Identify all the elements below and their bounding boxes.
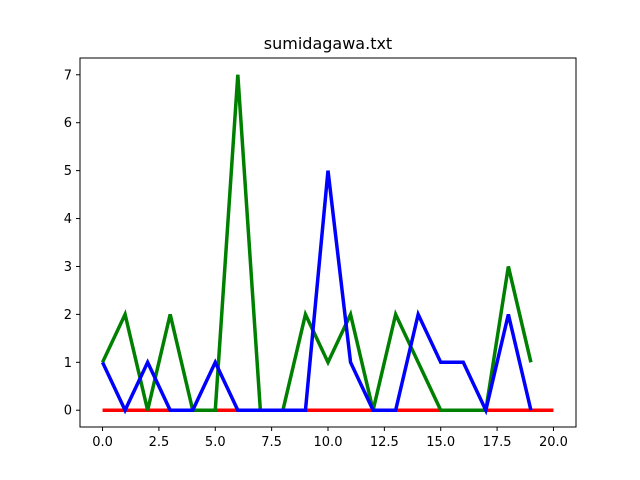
y-tick-label: 3	[64, 260, 72, 275]
x-tick-label: 5.0	[205, 435, 226, 450]
y-tick-label: 1	[64, 356, 72, 371]
y-tick-label: 5	[64, 164, 72, 179]
y-tick-label: 4	[64, 212, 72, 227]
x-tick-label: 2.5	[149, 435, 170, 450]
y-tick-label: 2	[64, 308, 72, 323]
x-axis: 0.0 2.5 5.0 7.5 10.0 12.5 15.0 17.5 20.0	[92, 427, 568, 450]
x-tick-label: 10.0	[314, 435, 343, 450]
chart-title: sumidagawa.txt	[264, 34, 392, 53]
y-axis: 0 1 2 3 4 5 6 7	[64, 68, 80, 419]
series-layer	[100, 74, 554, 416]
y-tick-label: 6	[64, 116, 72, 131]
x-tick-label: 7.5	[261, 435, 282, 450]
x-tick-label: 0.0	[92, 435, 113, 450]
x-tick-label: 17.5	[483, 435, 512, 450]
y-tick-label: 7	[64, 68, 72, 83]
series-line-1	[100, 74, 533, 412]
series-line-2	[100, 170, 533, 416]
x-tick-label: 20.0	[539, 435, 568, 450]
x-tick-label: 15.0	[426, 435, 455, 450]
x-tick-label: 12.5	[370, 435, 399, 450]
y-tick-label: 0	[64, 404, 72, 419]
